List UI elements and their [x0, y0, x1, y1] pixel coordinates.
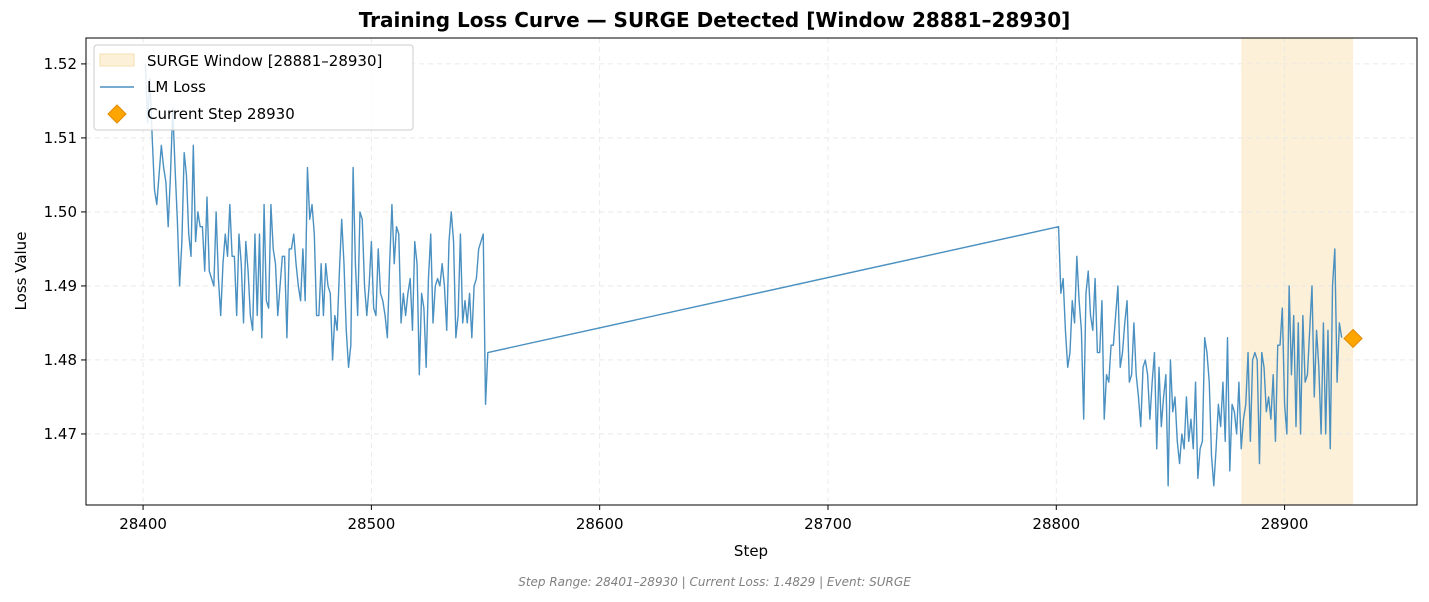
- current-step-marker: [1343, 328, 1363, 349]
- legend-window-swatch: [99, 53, 135, 67]
- x-tick-label: 28600: [576, 515, 624, 533]
- x-tick-label: 28500: [348, 515, 396, 533]
- x-tick-label: 28900: [1261, 515, 1309, 533]
- y-tick-label: 1.47: [44, 425, 77, 443]
- y-tick-label: 1.50: [44, 203, 77, 221]
- legend-line-label: LM Loss: [147, 78, 206, 96]
- chart-title: Training Loss Curve — SURGE Detected [Wi…: [358, 8, 1071, 32]
- lm-loss-line: [144, 63, 1343, 487]
- legend-box: [93, 44, 414, 131]
- legend: SURGE Window [28881–28930] LM Loss Curre…: [93, 44, 414, 131]
- legend-marker-swatch: [107, 104, 127, 124]
- x-tick-label: 28400: [119, 515, 167, 533]
- y-tick-label: 1.49: [44, 277, 77, 295]
- x-tick-label: 28800: [1032, 515, 1080, 533]
- y-tick-label: 1.52: [44, 55, 77, 73]
- surge-window-band: [1241, 38, 1354, 505]
- y-axis-label: Loss Value: [12, 232, 30, 311]
- footer-caption: Step Range: 28401–28930 | Current Loss: …: [518, 575, 911, 589]
- legend-window-label: SURGE Window [28881–28930]: [147, 52, 382, 70]
- y-tick-label: 1.51: [44, 129, 77, 147]
- y-tick-label: 1.48: [44, 351, 77, 369]
- plot-frame: [85, 37, 1418, 506]
- legend-marker-label: Current Step 28930: [147, 105, 295, 123]
- x-tick-label: 28700: [804, 515, 852, 533]
- x-axis-label: Step: [734, 542, 768, 560]
